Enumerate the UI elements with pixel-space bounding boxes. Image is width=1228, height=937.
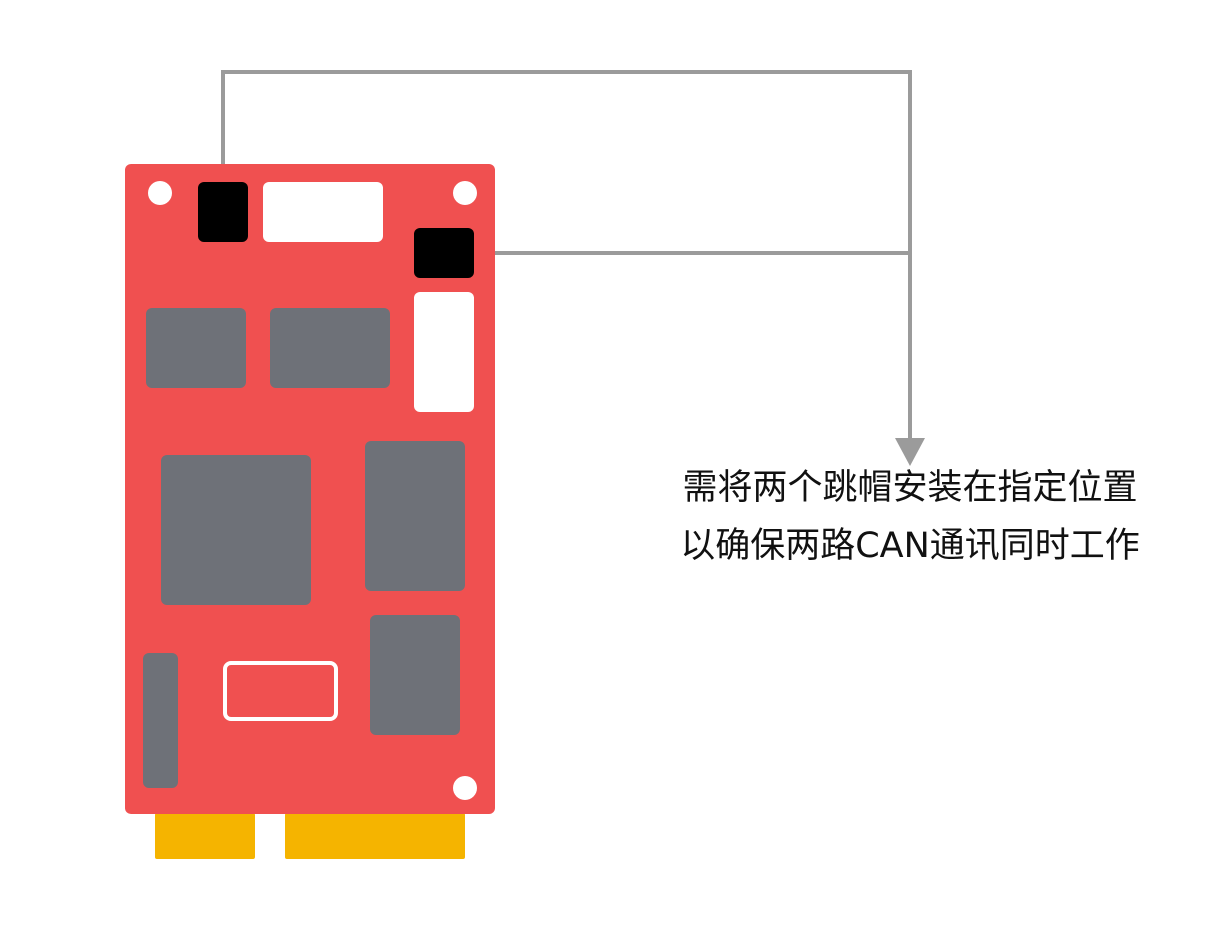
caption-line-1: 需将两个跳帽安装在指定位置 xyxy=(682,468,1138,508)
gold-finger-right xyxy=(285,813,465,859)
gold-finger-left xyxy=(155,813,255,859)
mounting-hole-bottom-right xyxy=(453,776,477,800)
leader-lines xyxy=(221,70,925,466)
jumper-cap-icon-side xyxy=(414,228,474,278)
edge-connector xyxy=(155,813,465,859)
chip-large-main xyxy=(161,455,311,605)
leader-line-top-jumper xyxy=(221,70,912,440)
arrow-down-icon xyxy=(895,438,925,466)
pcb-board-icon xyxy=(125,164,495,814)
silkscreen-outline xyxy=(223,661,338,721)
jumper-cap-icon-top xyxy=(198,182,248,242)
chip-bottom-right xyxy=(370,615,460,735)
mounting-hole-top-right xyxy=(453,181,477,205)
chip-narrow-left xyxy=(143,653,178,788)
header-slot-side xyxy=(414,292,474,412)
mounting-hole-top-left xyxy=(148,181,172,205)
chip-small-middle xyxy=(270,308,390,388)
header-slot-top xyxy=(263,182,383,242)
chip-tall-right xyxy=(365,441,465,591)
chip-small-left xyxy=(146,308,246,388)
caption-line-2: 以确保两路CAN通讯同时工作 xyxy=(680,526,1140,566)
